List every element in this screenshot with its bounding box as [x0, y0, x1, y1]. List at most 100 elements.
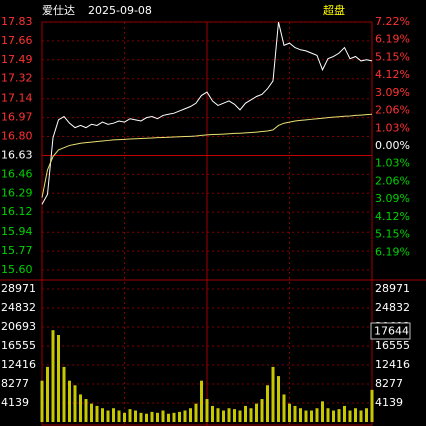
volume-bar [365, 408, 368, 422]
volume-bar [370, 389, 374, 422]
volume-bar [354, 408, 357, 422]
volume-bar [189, 408, 192, 422]
y2-tick-label: 1.03% [375, 157, 410, 170]
volume-bar [293, 405, 297, 422]
y2-tick-label: 4.12% [375, 210, 410, 223]
volume-bar [117, 410, 121, 422]
volume-bar [139, 412, 143, 422]
y-tick-label: 16.80 [1, 130, 33, 143]
y2-tick-label: 3.09% [375, 86, 410, 99]
volume-bar [150, 411, 154, 422]
volume-bar [178, 411, 181, 422]
y2-tick-label: 4139 [375, 396, 403, 409]
volume-bar [244, 405, 247, 422]
volume-bar [260, 399, 264, 422]
volume-bar [337, 409, 341, 422]
y-tick-label: 15.94 [1, 225, 33, 238]
y2-tick-label: 4.12% [375, 68, 410, 81]
y2-tick-label: 8277 [375, 377, 403, 390]
volume-bar [271, 366, 275, 422]
y-tick-label: 17.83 [1, 15, 33, 28]
volume-bar [194, 403, 198, 422]
volume-bar [128, 409, 132, 422]
volume-bar [161, 410, 165, 422]
marks [40, 21, 374, 422]
volume-bar [238, 410, 242, 422]
volume-bar [101, 408, 104, 422]
volume-bar [249, 408, 253, 422]
y-tick-label: 20693 [1, 320, 36, 333]
y-tick-label: 17.32 [1, 72, 33, 85]
volume-bar [343, 405, 346, 422]
y2-tick-label: 2.06% [375, 174, 410, 187]
volume-bar [266, 385, 269, 422]
date: 2025-09-08 [88, 4, 152, 17]
volume-bar [46, 366, 49, 422]
cursor-box [370, 322, 411, 340]
volume-bar [222, 410, 225, 422]
y2-tick-label: 24832 [375, 301, 410, 314]
y2-tick-label: 6.19% [375, 33, 410, 46]
volume-bar [68, 380, 71, 422]
y-tick-label: 16.46 [1, 167, 33, 180]
volume-bar [205, 399, 209, 422]
y-tick-label: 4139 [1, 396, 29, 409]
volume-bar [90, 403, 93, 422]
stock-name: 爱仕达 [42, 4, 75, 17]
volume-bar [326, 408, 330, 422]
volume-bar [57, 335, 60, 422]
y-tick-label: 8277 [1, 377, 29, 390]
volume-bar [227, 408, 231, 422]
y2-tick-label: 2.06% [375, 104, 410, 117]
y-tick-label: 12416 [1, 358, 36, 371]
volume-bar [304, 410, 308, 422]
volume-bar [288, 403, 291, 422]
volume-bar [332, 410, 335, 422]
volume-bar [277, 376, 280, 422]
price-line [41, 113, 373, 198]
y2-tick-label: 3.09% [375, 192, 410, 205]
y2-tick-label: 6.19% [375, 245, 410, 258]
volume-bar [73, 385, 77, 422]
y2-tick-label: 7.22% [375, 15, 410, 28]
volume-bar [123, 412, 126, 422]
volume-bar [299, 408, 302, 422]
y2-tick-label: 0.00% [375, 139, 410, 152]
y-tick-label: 15.77 [1, 244, 33, 257]
y2-tick-label: 5.15% [375, 51, 410, 64]
volume-bar [172, 412, 176, 422]
volume-bar [315, 408, 319, 422]
y-tick-label: 17.14 [1, 92, 33, 105]
volume-bar [112, 408, 115, 422]
volume-bar [51, 330, 55, 422]
volume-bar [134, 410, 137, 422]
volume-bar [216, 408, 220, 422]
y-tick-label: 16.97 [1, 111, 33, 124]
y-tick-label: 24832 [1, 301, 36, 314]
volume-bar [106, 410, 110, 422]
mode-label[interactable]: 超盘 [323, 3, 345, 17]
volume-bar [40, 380, 44, 422]
volume-bar [310, 410, 313, 422]
y2-tick-label: 1.03% [375, 121, 410, 134]
volume-bar [183, 410, 187, 422]
y-tick-label: 28971 [1, 282, 36, 295]
volume-bar [321, 401, 324, 422]
volume-bar [255, 403, 258, 422]
volume-bar [167, 413, 170, 422]
cursor-value: 17644 [374, 325, 409, 338]
volume-bar [282, 394, 286, 422]
volume-bar [62, 366, 66, 422]
y-tick-label: 16.63 [1, 148, 33, 161]
y2-tick-label: 16555 [375, 339, 410, 352]
price-line [41, 21, 373, 205]
volume-bar [84, 399, 88, 422]
y2-tick-label: 5.15% [375, 227, 410, 240]
volume-bar [145, 413, 148, 422]
y-tick-label: 16555 [1, 339, 36, 352]
volume-bar [79, 394, 82, 422]
volume-bar [233, 409, 236, 422]
volume-bar [348, 410, 352, 422]
